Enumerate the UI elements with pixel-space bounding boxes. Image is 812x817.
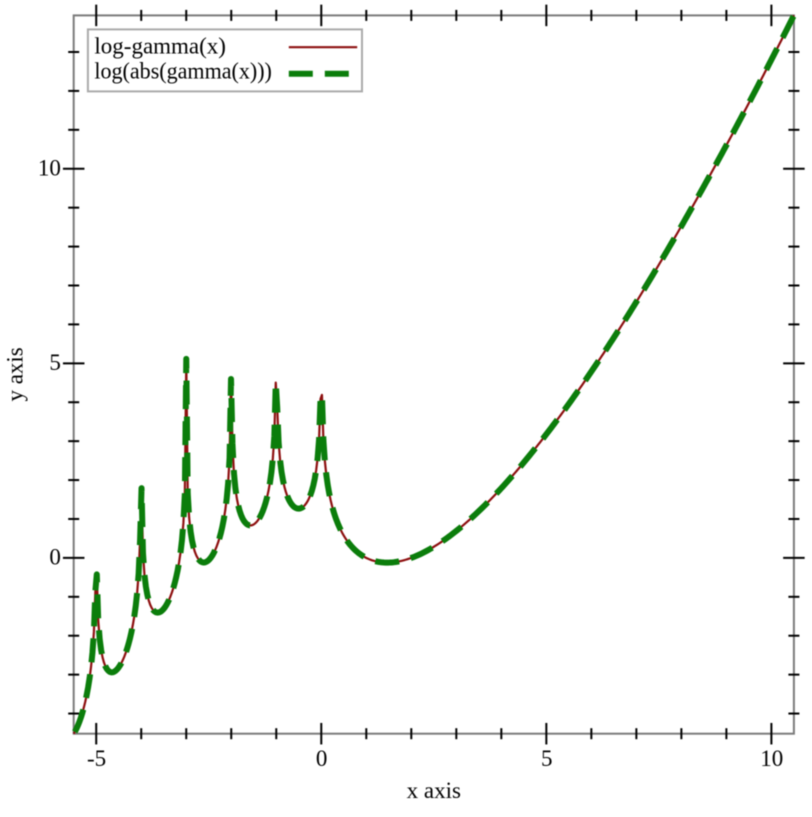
svg-text:log-gamma(x): log-gamma(x) — [94, 33, 226, 58]
svg-text:log(abs(gamma(x))): log(abs(gamma(x))) — [94, 58, 272, 83]
svg-text:0: 0 — [49, 544, 61, 569]
svg-text:-5: -5 — [87, 746, 106, 771]
svg-text:10: 10 — [38, 155, 61, 180]
svg-text:x axis: x axis — [407, 778, 461, 803]
svg-text:5: 5 — [541, 746, 553, 771]
svg-text:5: 5 — [49, 350, 61, 375]
svg-text:10: 10 — [760, 746, 783, 771]
svg-text:0: 0 — [316, 746, 328, 771]
svg-text:y axis: y axis — [3, 347, 28, 401]
